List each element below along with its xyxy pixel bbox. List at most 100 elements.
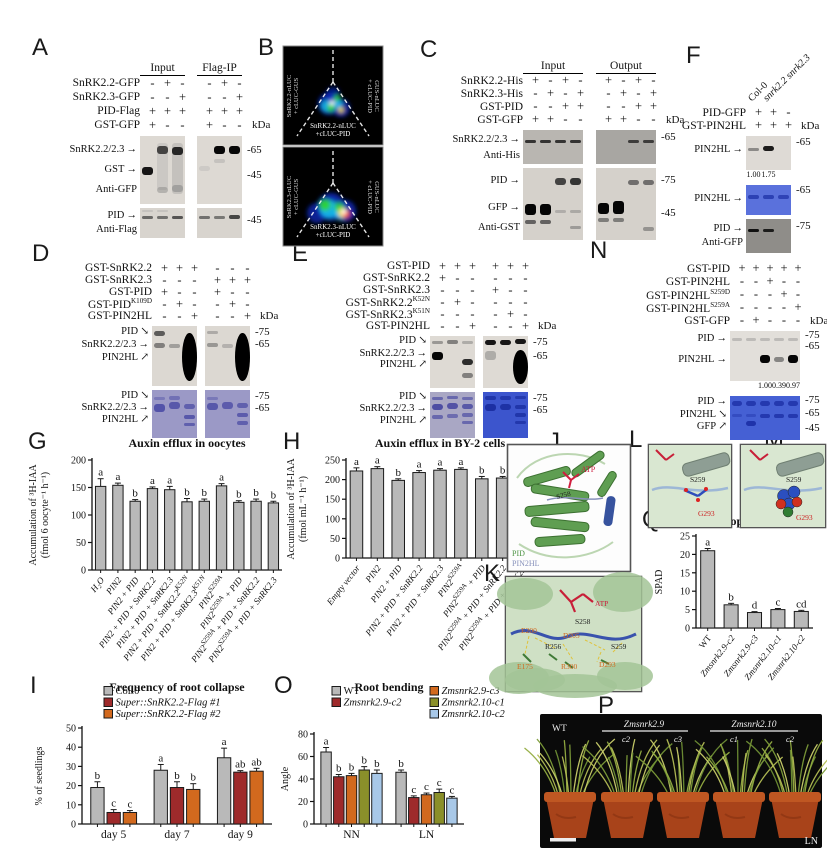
- lane-sign: -: [651, 73, 656, 88]
- svg-tspan: c3: [674, 734, 682, 744]
- leaf: [693, 738, 728, 799]
- protein-band: [514, 404, 527, 410]
- bar: [198, 500, 210, 571]
- blot-membrane: [483, 392, 528, 438]
- lane-sign: +: [619, 86, 628, 101]
- protein-band: [539, 219, 552, 225]
- protein-band: [461, 396, 474, 400]
- condition-label: GST-PIDK109D: [87, 297, 152, 311]
- lane-sign: -: [753, 287, 759, 302]
- svg-tspan: S259A: [446, 561, 464, 581]
- panel-E-blot: GST-PID + + + + + + GST-SnRK2.2 + - - - - - GST-SnRK2.…: [308, 260, 556, 438]
- mw-marker: -65: [533, 349, 548, 362]
- sphere-atom: [787, 485, 801, 499]
- legend-label: Zmsnrk2.10-c1: [442, 698, 505, 709]
- residue-stick: [522, 653, 532, 663]
- lane-sign: +: [453, 294, 462, 309]
- lane-sign: +: [213, 284, 222, 299]
- svg-tspan: SnRK2.2-nLUC: [310, 122, 356, 130]
- lane-sign: +: [235, 103, 244, 118]
- svg-tspan: 10: [680, 587, 690, 598]
- protein-band: [446, 395, 459, 400]
- svg-tspan: 200: [325, 475, 340, 486]
- blot-condition-row: GST-SnRK2.3K51N - - - - + -: [308, 307, 556, 321]
- lane-sign: -: [753, 300, 759, 315]
- lane-sign: +: [769, 105, 778, 120]
- quadrant-label-bottom: SnRK2.2-nLUC +cLUC-PID: [310, 122, 356, 138]
- band-label: PIN2HL ↘: [679, 409, 727, 421]
- band-label: GFP ↗: [696, 420, 727, 432]
- bar: [90, 787, 105, 825]
- svg-tspan: LN: [805, 836, 818, 847]
- protein-band: [156, 209, 169, 212]
- svg-tspan: b: [253, 487, 259, 499]
- protein-band: [446, 403, 459, 410]
- protein-band: [141, 216, 154, 220]
- lane-sign: -: [177, 308, 182, 323]
- quadrant-label-right: GUS-nLUC+ cLUC-PID: [366, 180, 380, 214]
- lane-sign: -: [245, 296, 250, 311]
- atp-stick: [665, 453, 675, 461]
- protein-blob: [182, 333, 197, 382]
- svg-tspan: Angle: [280, 766, 291, 791]
- svg-tspan: c1: [730, 734, 738, 744]
- lane-sign: +: [780, 261, 788, 276]
- svg-tspan: a: [705, 537, 710, 549]
- panel-letter-P: P: [598, 692, 615, 719]
- bar: [371, 772, 383, 825]
- chart-title: Frequency of root collapse: [109, 680, 245, 694]
- legend-swatch: [429, 697, 439, 707]
- bar: [793, 610, 809, 629]
- mw-marker: -45: [247, 214, 262, 226]
- bar: [345, 775, 358, 825]
- svg-tspan: R300: [561, 662, 578, 671]
- significance-letter: b: [190, 772, 196, 784]
- svg-tspan: PIN2: [363, 563, 383, 585]
- protein-band: [759, 355, 771, 363]
- atp-stick: [569, 601, 577, 613]
- protein-band: [569, 140, 582, 144]
- svg-tspan: 80: [298, 730, 308, 741]
- svg-tspan: b: [398, 758, 404, 770]
- panel-H-chart: Auxin efflux in BY-2 cells Accumulation o…: [286, 434, 540, 691]
- svg-tspan: % of seedlings: [34, 746, 45, 805]
- protein-band: [461, 403, 474, 410]
- protein-band: [762, 146, 775, 151]
- y-axis-title: Accumulation of ³H-IAA: [286, 458, 297, 560]
- svg-tspan: SnRK2.3-nLUC: [286, 176, 293, 218]
- lane-sign: +: [546, 86, 555, 101]
- blot-strip: PID → PIN2HL ↘ GFP ↗ -75 -65 -45: [618, 395, 827, 440]
- svg-tspan: Auxin efflux in BY-2 cells: [375, 436, 506, 450]
- protein-band: [524, 204, 537, 215]
- pin2hl-strand: [603, 496, 616, 527]
- svg-tspan: GUS-nLUC: [373, 181, 380, 212]
- svg-tspan: b: [374, 758, 380, 770]
- protein-band: [759, 338, 771, 341]
- residue-label-s259: S259: [611, 642, 627, 651]
- mw-marker: -45: [805, 421, 820, 434]
- blot-strip: PID ↘ SnRK2.2/2.3 → PIN2HL ↗ -75 -65: [40, 326, 278, 386]
- significance-letter: ab: [251, 756, 262, 768]
- bar: [233, 771, 248, 825]
- blot-condition-row: GST-PIN2HL - - + - - + kDa: [308, 320, 556, 332]
- protein-band: [762, 195, 775, 199]
- legend-swatch: [103, 709, 113, 719]
- protein-band: [569, 225, 582, 230]
- svg-tspan: 50: [66, 724, 76, 735]
- photo-label-ln: LN: [805, 836, 818, 847]
- lane-sign: +: [468, 318, 477, 333]
- protein-band: [168, 402, 181, 410]
- protein-band: [206, 396, 219, 400]
- protein-band: [612, 201, 625, 215]
- panel-letter-N: N: [590, 237, 608, 264]
- protein-band: [514, 339, 527, 345]
- blot-membrane: [197, 136, 242, 204]
- significance-letter: a: [150, 475, 155, 487]
- svg-tspan: Accumulation of ³H-IAA: [28, 464, 39, 566]
- leaf: [595, 741, 619, 799]
- lane-sign: +: [175, 296, 184, 311]
- group-label: day 7: [164, 829, 189, 841]
- atp-stick: [559, 589, 572, 603]
- svg-tspan: a: [219, 472, 224, 484]
